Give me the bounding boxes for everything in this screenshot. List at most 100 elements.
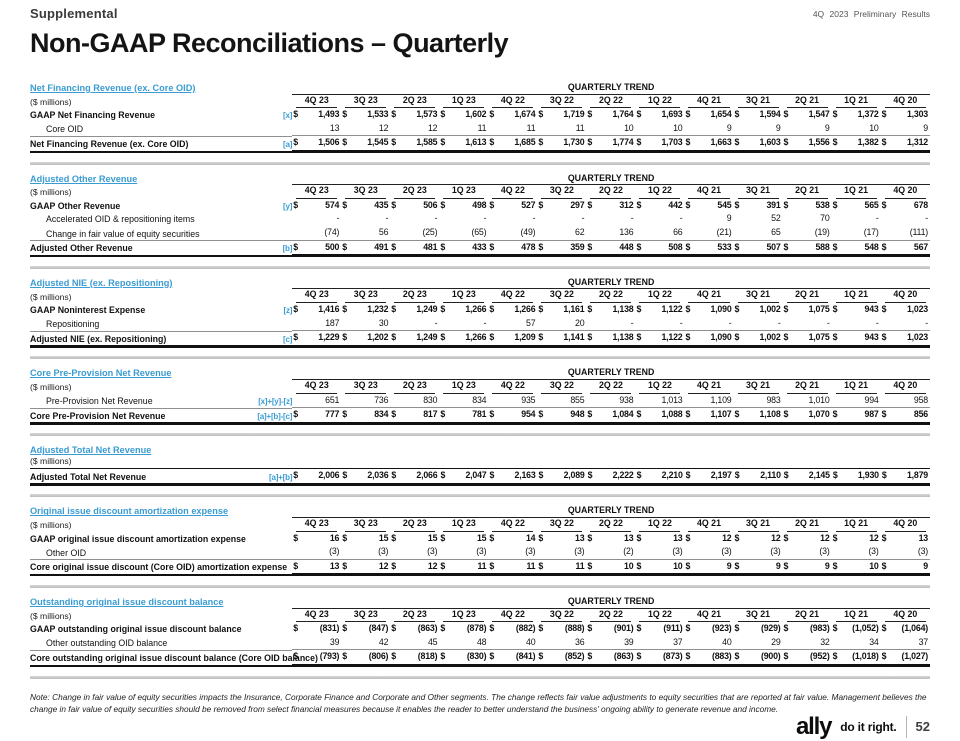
value: 1,202 (367, 332, 389, 343)
dollar-sign: $ (783, 651, 789, 662)
table-section: Original issue discount amortization exp… (30, 505, 930, 578)
column-header: 4Q 23 (292, 289, 341, 304)
value-cell: $1,075 (782, 331, 832, 346)
value: 42 (378, 636, 389, 647)
column-header: 3Q 21 (734, 379, 783, 394)
value: 508 (668, 241, 683, 252)
value-cell: - (537, 212, 586, 226)
value: 1,703 (661, 137, 683, 148)
value: 15 (378, 532, 389, 543)
value-cell: $491 (341, 241, 391, 256)
value-cell: $ (882) (488, 622, 537, 636)
value: 498 (472, 199, 487, 210)
dollar-sign: $ (293, 470, 299, 481)
value: 1,719 (563, 109, 585, 120)
dollar-sign: $ (391, 304, 397, 315)
column-header-text: 4Q 23 (296, 609, 338, 623)
value-cell: $1,654 (684, 108, 733, 122)
value-cell: - (341, 212, 390, 226)
dollar-sign: $ (342, 409, 348, 420)
value: 958 (913, 394, 928, 405)
table-row: GAAP Other Revenue [y] $574 $435 $506 $498 $52… (30, 199, 930, 213)
value-cell: - (439, 317, 489, 332)
value-cell: - (880, 317, 930, 332)
column-header-text: 2Q 21 (786, 609, 828, 623)
dollar-sign: $ (538, 199, 544, 210)
value: 12 (378, 560, 389, 571)
table-row: GAAP outstanding original issue discount… (30, 622, 930, 636)
value: 13 (918, 532, 929, 543)
value-cell: $1,573 (390, 108, 439, 122)
value: (818) (417, 651, 438, 662)
value-cell: $1,372 (832, 108, 881, 122)
value: (3) (427, 546, 438, 557)
value: 13 (624, 532, 634, 543)
fin-table: Adjusted Other Revenue QUARTERLY TREND ($ … (30, 172, 930, 256)
value-cell: $1,719 (537, 108, 586, 122)
dollar-sign: $ (489, 470, 495, 481)
value: 545 (717, 199, 732, 210)
dollar-sign: $ (342, 651, 348, 662)
value: 948 (570, 409, 585, 420)
dollar-sign: $ (342, 332, 348, 343)
value-cell: $481 (390, 241, 440, 256)
value: (873) (662, 651, 683, 662)
dollar-sign: $ (881, 241, 887, 252)
column-header-text: 3Q 23 (345, 95, 387, 109)
dollar-sign: $ (587, 241, 593, 252)
value: 2,006 (318, 470, 340, 481)
value-cell: $1,084 (586, 408, 636, 423)
quarterly-trend-label: QUARTERLY TREND (292, 82, 930, 95)
value-cell: $1,023 (880, 331, 930, 346)
dollar-sign: $ (440, 241, 446, 252)
value: (841) (515, 651, 536, 662)
dollar-sign: $ (587, 332, 593, 343)
value: 983 (766, 394, 781, 405)
section-divider (30, 433, 930, 437)
column-header-text: 4Q 20 (884, 185, 926, 199)
value: 1,013 (661, 394, 683, 405)
value-cell: $567 (880, 241, 930, 256)
dollar-sign: $ (685, 109, 691, 120)
dollar-sign: $ (342, 623, 348, 634)
section-divider (30, 265, 930, 269)
value-cell: (25) (390, 226, 440, 241)
dollar-sign: $ (391, 409, 397, 420)
value: (888) (564, 623, 585, 634)
millions-label: ($ millions) (30, 291, 72, 302)
value-cell: $13 (635, 532, 684, 546)
row-label: GAAP original issue discount amortizatio… (30, 533, 246, 544)
column-header: 4Q 23 (292, 379, 341, 394)
dollar-sign: $ (783, 560, 789, 571)
value-cell: $1,266 (488, 303, 537, 317)
value-cell: 48 (439, 636, 489, 651)
column-header: 3Q 22 (537, 289, 586, 304)
column-header-text: 4Q 21 (688, 95, 730, 109)
column-header: 3Q 22 (537, 608, 586, 623)
column-header-text: 1Q 21 (835, 185, 877, 199)
value: 678 (913, 199, 928, 210)
row-label: Core outstanding original issue discount… (30, 650, 318, 666)
dollar-sign: $ (832, 304, 838, 315)
value-cell: (21) (684, 226, 734, 241)
value: 32 (820, 636, 830, 647)
dollar-sign: $ (832, 409, 838, 420)
value: (21) (716, 227, 732, 238)
value: 70 (820, 213, 830, 224)
dollar-sign: $ (293, 409, 299, 420)
value-cell: (3) (635, 545, 685, 560)
value-cell: $1,493 (292, 108, 341, 122)
value: 817 (423, 409, 438, 420)
value: (831) (319, 623, 340, 634)
value-cell: 34 (831, 636, 881, 651)
value: 943 (864, 304, 879, 315)
value-cell: $1,266 (439, 331, 489, 346)
dollar-sign: $ (881, 623, 887, 634)
dollar-sign: $ (538, 532, 544, 543)
value-cell: - (635, 317, 685, 332)
value: - (925, 213, 928, 224)
value-cell: $533 (684, 241, 734, 256)
row-label: Other OID (30, 545, 293, 561)
column-header: 2Q 21 (783, 379, 832, 394)
column-header-text: 4Q 22 (492, 518, 534, 532)
